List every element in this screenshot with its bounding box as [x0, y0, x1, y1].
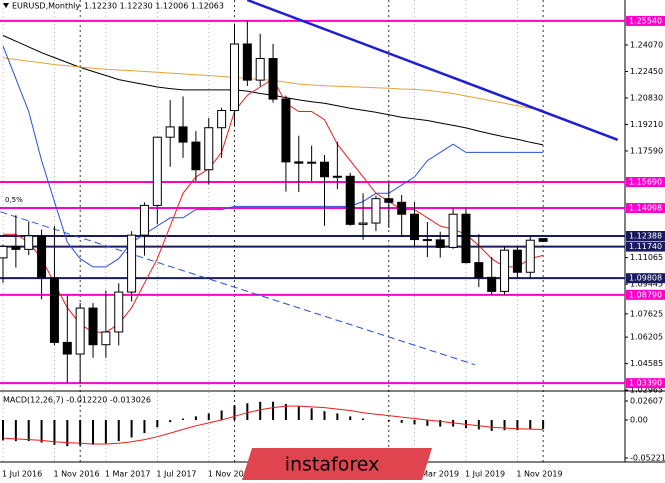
candle-body: [217, 110, 227, 129]
candle-body: [320, 161, 329, 178]
macd-y-tick-label: -0.05221: [630, 454, 665, 463]
candle-body: [384, 198, 394, 203]
level-label-box: [626, 177, 665, 187]
macd-y-tick-label: 0.02607: [630, 397, 663, 406]
candle-body: [62, 341, 72, 355]
candle-body: [11, 245, 21, 250]
y-tick-label: 1.02965: [630, 386, 663, 395]
x-tick-label: 1 Nov 2016: [53, 470, 99, 479]
candle-body: [448, 213, 458, 248]
watermark-banner: [242, 448, 432, 480]
candle-body: [461, 213, 471, 264]
trendline: [246, 0, 619, 141]
level-label-box: [626, 378, 665, 389]
candle-body: [229, 43, 239, 112]
candle-body: [345, 175, 355, 225]
x-tick-label: 1 Jul 2016: [2, 470, 42, 479]
macd-title: MACD(12,26,7) -0.012220 -0.013026: [3, 396, 151, 405]
x-tick-label: 1 Jul 2019: [465, 470, 505, 479]
candle-body: [204, 127, 214, 171]
candle-body: [127, 234, 137, 293]
level-label-box: [626, 203, 665, 214]
candle-body: [178, 126, 188, 143]
level-label-box: [626, 289, 665, 300]
y-tick-label: 1.24070: [630, 40, 663, 49]
y-tick-label: 1.04585: [630, 359, 663, 368]
annotation: 0,5%: [5, 196, 23, 204]
chart-title: EURUSD,Monthly: [12, 2, 80, 11]
x-tick-label: 1 Nov 2017: [208, 470, 254, 479]
candle-body: [268, 58, 278, 100]
watermark: instaforex: [285, 454, 380, 476]
candle-body: [397, 201, 407, 215]
level-label: 1.15690: [629, 178, 662, 187]
candle-body: [422, 239, 432, 242]
candle-body: [371, 198, 381, 224]
candle-body: [101, 331, 111, 346]
level-label-box: [626, 273, 665, 284]
candle-body: [281, 98, 291, 163]
macd-y-tick-label: 0.00: [630, 415, 648, 424]
level-label-box: [626, 15, 665, 26]
candle-body: [75, 307, 85, 355]
header-icon: [3, 3, 9, 8]
y-tick-label: 1.06205: [630, 333, 663, 342]
candle-body: [24, 235, 34, 250]
level-label-box: [626, 230, 665, 241]
candle-body: [88, 307, 98, 346]
y-tick-label: 1.07625: [630, 309, 663, 318]
candle-body: [0, 245, 8, 259]
candle-body: [242, 43, 252, 81]
candle-body: [487, 276, 497, 292]
candle-body: [307, 161, 317, 164]
level-label-box: [626, 241, 665, 252]
level-label: 1.08790: [629, 290, 662, 299]
candle-body: [114, 291, 124, 333]
y-tick-label: 1.22450: [630, 67, 663, 76]
candle-body: [37, 235, 47, 279]
y-tick-label: 1.19210: [630, 120, 663, 129]
level-label: 1.11740: [629, 242, 662, 251]
level-label: 1.09808: [629, 274, 662, 283]
candle-body: [435, 239, 445, 248]
level-label: 1.14098: [629, 204, 662, 213]
x-tick-label: 1 Jul 2017: [156, 470, 196, 479]
trendline: [0, 211, 476, 366]
candle-body: [255, 58, 265, 81]
level-label: 1.03390: [629, 379, 662, 388]
candle-body: [139, 204, 149, 236]
y-tick-label: 1.11065: [630, 253, 663, 262]
x-tick-label: 1 Nov 2019: [516, 470, 562, 479]
candle-body: [294, 161, 304, 164]
chart-subtitle: 1.12230 1.12230 1.12006 1.12063: [84, 2, 224, 11]
candle-body: [332, 175, 342, 178]
plot: 1 Jul 2016 1 Nov 2016 1 Mar 2017 1 Jul 2017…: [0, 0, 625, 479]
candle-body: [500, 249, 510, 292]
candle-body: [49, 277, 59, 343]
candle-body: [152, 136, 162, 206]
level-label: 1.25540: [629, 16, 662, 25]
y-tick-label: 1.20830: [630, 93, 663, 102]
candle-body: [191, 141, 201, 171]
candle-body: [165, 126, 175, 138]
candle-body: [525, 239, 535, 273]
watermark-group: instaforex: [242, 448, 432, 480]
x-tick-label: 1 Mar 2017: [105, 470, 151, 479]
candle-body: [512, 249, 522, 273]
level-label: 1.12388: [629, 231, 662, 240]
candle-body: [538, 238, 548, 242]
x-tick-label: 1 Mar 2019: [414, 470, 460, 479]
candle-body: [410, 213, 420, 241]
y-tick-label: 1.09445: [630, 280, 663, 289]
indicator-line: [2, 45, 544, 268]
y-tick-label: 1.17590: [630, 146, 663, 155]
candle-body: [474, 262, 484, 278]
candle-body: [358, 222, 368, 225]
macd-signal-line: [2, 405, 544, 445]
